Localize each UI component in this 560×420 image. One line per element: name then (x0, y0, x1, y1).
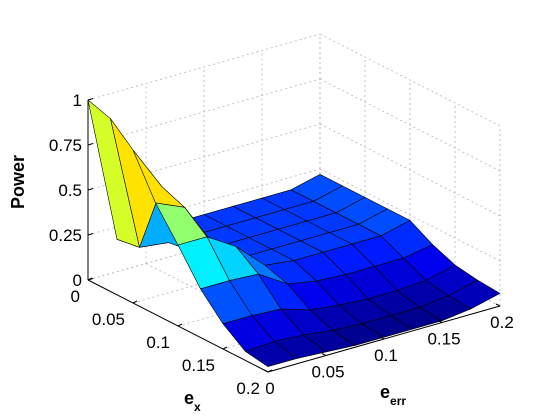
z-tick-label: 0.25 (49, 226, 82, 245)
surface-mesh (87, 99, 501, 367)
gridline-rightwall-z (319, 123, 501, 217)
z-tick-mark (87, 188, 94, 191)
x-tick-label: 0.1 (146, 333, 170, 352)
x-axis-label-main: e (184, 388, 194, 408)
z-tick-mark (87, 233, 94, 236)
x-tick-label: 0.05 (92, 310, 125, 329)
z-tick-mark (87, 98, 94, 101)
gridline-rightwall-z (319, 168, 501, 262)
gridline-rightwall-z (319, 33, 501, 127)
z-tick-label: 0.5 (58, 181, 82, 200)
y-tick-label: 0.05 (311, 363, 344, 382)
z-tick-label: 1 (73, 91, 82, 110)
y-tick-label: 0.2 (490, 313, 514, 332)
y-tick-mark (495, 303, 501, 307)
x-axis-label-sub: x (194, 400, 201, 414)
gridline-rightwall-z (319, 78, 501, 172)
z-tick-mark (87, 143, 94, 146)
y-tick-label: 0.15 (427, 330, 460, 349)
surface-patch (245, 341, 298, 367)
x-tick-mark (267, 369, 273, 373)
y-tick-mark (321, 353, 327, 356)
y-tick-label: 0 (265, 379, 274, 398)
y-tick-label: 0.1 (374, 346, 398, 365)
x-tick-label: 0.2 (236, 379, 260, 398)
x-tick-label: 0.15 (182, 356, 215, 375)
y-axis-label-sub: err (390, 394, 406, 408)
z-axis-label: Power (8, 155, 28, 209)
y-tick-mark (437, 320, 443, 323)
x-tick-mark (177, 323, 183, 327)
y-tick-mark (263, 369, 269, 373)
tick-labels: 0 0.25 0.5 0.75 1 0 0.05 0.1 0.15 0.2 0 0.05 0.1 0.15… (49, 91, 514, 398)
z-tick-label: 0.75 (49, 136, 82, 155)
x-tick-mark (87, 277, 93, 281)
z-tick-label: 0 (73, 271, 82, 290)
gridline-backwall-z (87, 78, 321, 146)
y-tick-mark (379, 336, 385, 340)
x-tick-label: 0 (71, 287, 80, 306)
x-tick-mark (222, 346, 228, 350)
x-axis-label: ex (184, 388, 201, 414)
x-tick-mark (132, 300, 138, 304)
y-axis-label-main: e (380, 382, 390, 402)
gridline-backwall-z (87, 33, 321, 101)
y-axis-label: eerr (380, 382, 406, 408)
